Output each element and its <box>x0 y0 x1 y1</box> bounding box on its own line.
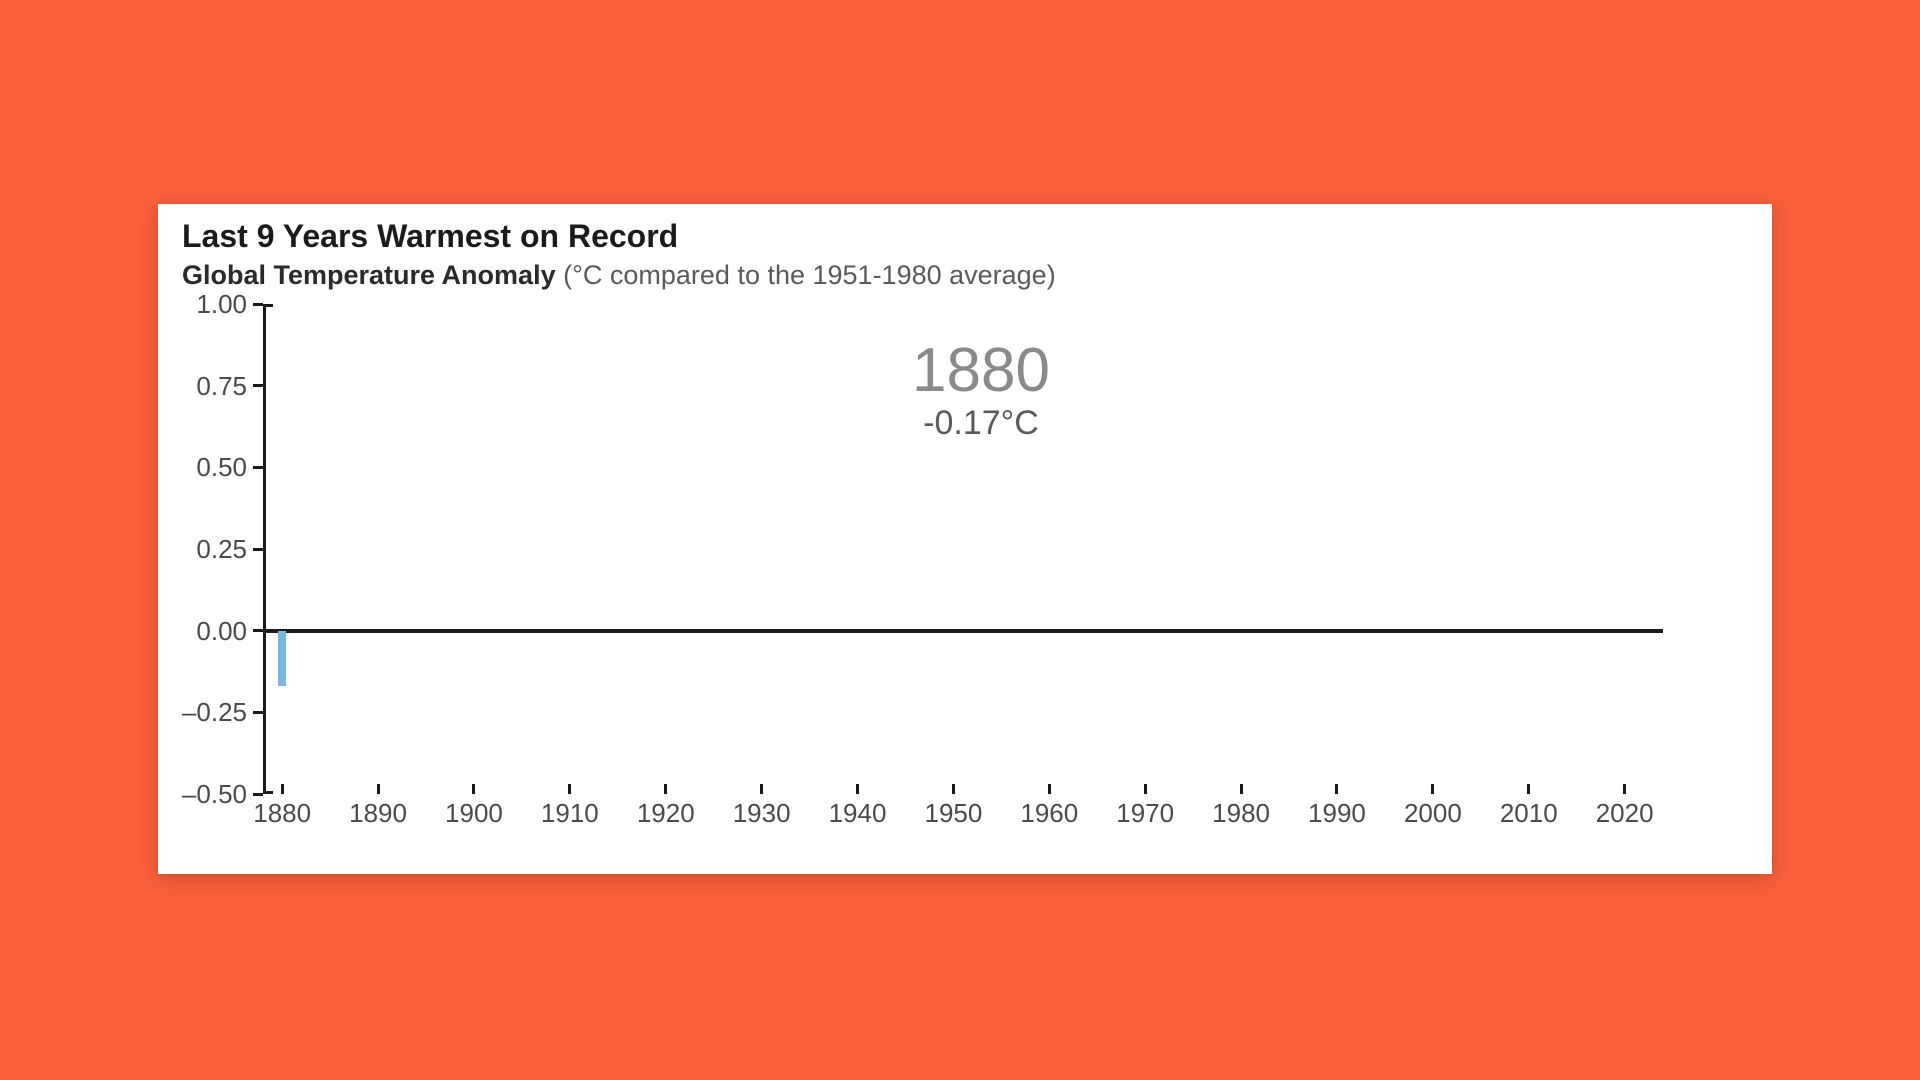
chart-title: Last 9 Years Warmest on Record <box>182 218 678 255</box>
x-tick-label: 2000 <box>1393 798 1473 829</box>
y-tick <box>253 629 263 632</box>
x-tick <box>760 784 763 794</box>
x-tick <box>856 784 859 794</box>
x-tick <box>664 784 667 794</box>
y-axis <box>263 304 266 794</box>
y-tick <box>253 466 263 469</box>
x-tick <box>1048 784 1051 794</box>
x-tick-label: 1910 <box>530 798 610 829</box>
x-tick <box>1144 784 1147 794</box>
x-tick <box>1623 784 1626 794</box>
x-tick-label: 1900 <box>434 798 514 829</box>
y-tick-label: 0.25 <box>157 534 247 565</box>
y-tick <box>253 793 263 796</box>
x-tick-label: 1960 <box>1009 798 1089 829</box>
x-tick-label: 1930 <box>722 798 802 829</box>
stage: Last 9 Years Warmest on Record Global Te… <box>0 0 1920 1080</box>
y-tick-label: –0.25 <box>157 697 247 728</box>
x-tick-label: 2010 <box>1489 798 1569 829</box>
x-tick <box>1527 784 1530 794</box>
chart-card: Last 9 Years Warmest on Record Global Te… <box>158 204 1772 874</box>
highlight-value: -0.17°C <box>851 406 1111 440</box>
x-tick-label: 1980 <box>1201 798 1281 829</box>
x-tick-label: 1890 <box>338 798 418 829</box>
x-tick-label: 1920 <box>626 798 706 829</box>
highlight-year: 1880 <box>851 340 1111 402</box>
y-tick-label: 0.50 <box>157 452 247 483</box>
zero-line <box>263 629 1663 633</box>
x-tick-label: 1940 <box>818 798 898 829</box>
y-tick <box>253 548 263 551</box>
x-tick <box>281 784 284 794</box>
x-tick-label: 1950 <box>913 798 993 829</box>
y-axis-top-hook <box>263 304 273 307</box>
y-axis-bottom-hook <box>263 791 273 794</box>
highlight-readout: 1880 -0.17°C <box>851 340 1111 440</box>
x-tick-label: 1970 <box>1105 798 1185 829</box>
y-tick <box>253 384 263 387</box>
y-tick <box>253 303 263 306</box>
y-tick <box>253 711 263 714</box>
x-tick-label: 1880 <box>242 798 322 829</box>
x-tick <box>1335 784 1338 794</box>
bar <box>278 631 286 687</box>
chart-subtitle-bold: Global Temperature Anomaly <box>182 260 556 290</box>
x-tick <box>568 784 571 794</box>
x-tick <box>952 784 955 794</box>
y-tick-label: 1.00 <box>157 289 247 320</box>
chart-title-text: Last 9 Years Warmest on Record <box>182 218 678 254</box>
chart-subtitle: Global Temperature Anomaly (°C compared … <box>182 260 1056 291</box>
x-tick <box>377 784 380 794</box>
x-tick <box>1240 784 1243 794</box>
x-tick <box>472 784 475 794</box>
y-tick-label: 0.75 <box>157 371 247 402</box>
chart-subtitle-rest: (°C compared to the 1951-1980 average) <box>556 260 1056 290</box>
x-tick-label: 1990 <box>1297 798 1377 829</box>
y-tick-label: 0.00 <box>157 616 247 647</box>
x-tick-label: 2020 <box>1585 798 1665 829</box>
y-tick-label: –0.50 <box>157 779 247 810</box>
x-tick <box>1431 784 1434 794</box>
